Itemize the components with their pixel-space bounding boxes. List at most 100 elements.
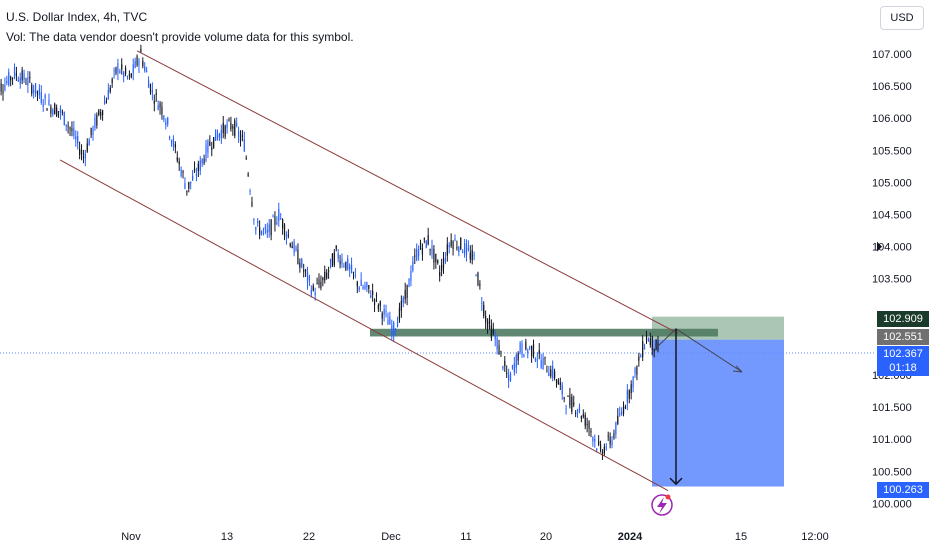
candle-body [320, 281, 322, 289]
candle-body [490, 325, 492, 338]
candle-body [293, 241, 295, 254]
candle-body [387, 320, 389, 325]
candle-body [571, 396, 573, 412]
channel [59, 50, 679, 491]
candle-body [146, 70, 148, 72]
candle-body [113, 70, 115, 72]
candle-body [521, 343, 523, 355]
candle-body [21, 70, 23, 81]
candle-body [452, 241, 454, 250]
candle-body [46, 108, 48, 111]
candle-body [161, 107, 163, 115]
candle-body [643, 347, 646, 349]
x-tick-label: 12:00 [801, 531, 829, 543]
candle-body [385, 310, 387, 312]
candle-body [61, 111, 63, 113]
candle-body [40, 92, 42, 103]
candle-body [391, 325, 393, 335]
candle-body [169, 136, 171, 138]
currency-button[interactable]: USD [880, 6, 924, 30]
candle-body [190, 181, 192, 184]
candle-body [11, 77, 14, 79]
candle-body [584, 415, 586, 426]
candle-body [42, 104, 44, 107]
candle-body [140, 48, 142, 53]
candle-body [345, 261, 347, 270]
candle-body [463, 243, 466, 254]
x-tick-label: 22 [303, 531, 315, 543]
candle-body [523, 354, 525, 358]
candle-body [622, 406, 625, 414]
candle-body [509, 373, 512, 382]
resistance-zone [370, 328, 718, 337]
candle-body [207, 140, 209, 153]
candle-body [259, 227, 261, 236]
candle-body [437, 260, 439, 263]
candle-body [638, 356, 640, 361]
candle-body [502, 366, 504, 369]
candle-body [354, 275, 356, 277]
candle-body [410, 271, 412, 281]
candle-body [274, 216, 276, 225]
candle-body [429, 248, 431, 251]
candle-body [360, 279, 362, 286]
candle-body [322, 277, 324, 281]
candle-body [278, 208, 280, 221]
candle-body [552, 365, 554, 378]
candle-body [153, 101, 155, 104]
candle-body [479, 284, 481, 286]
candle-body [504, 360, 506, 367]
candle-body [213, 137, 215, 148]
candle-body [329, 258, 332, 263]
candle-body [324, 271, 326, 281]
candle-body [228, 119, 230, 121]
candle-body [408, 278, 410, 288]
candle-body [82, 156, 85, 158]
candle-body [402, 297, 404, 303]
y-tick-label: 100.000 [872, 498, 912, 510]
candle-body [433, 248, 435, 263]
symbol-title: U.S. Dollar Index, 4h, TVC [6, 10, 148, 24]
candle-body [272, 216, 274, 218]
candle-body [234, 120, 236, 136]
candle-body [257, 221, 259, 223]
candle-body [101, 110, 104, 116]
candle-body [96, 115, 98, 126]
candle-body [54, 103, 56, 115]
candle-body [71, 128, 73, 132]
candle-body [326, 272, 328, 279]
candle-body [195, 174, 198, 176]
candle-body [19, 77, 21, 84]
candle-body [370, 295, 372, 298]
candle-body [241, 135, 244, 137]
candle-body [375, 295, 378, 297]
candle-body [201, 158, 203, 164]
candle-body [492, 329, 494, 334]
candle-body [297, 249, 299, 264]
candle-body [243, 139, 245, 152]
candle-body [124, 67, 127, 74]
candle-body [350, 264, 353, 273]
candle-body [542, 357, 544, 369]
candle-body [419, 242, 422, 250]
candle-body [636, 366, 638, 375]
candle-body [544, 356, 546, 359]
candle-body [343, 265, 345, 267]
candle-body [485, 315, 487, 323]
candle-body [216, 134, 219, 140]
candle-body [23, 73, 25, 80]
candle-body [366, 282, 368, 288]
entry-price-tag: 102.551 [877, 329, 929, 345]
candle-body [268, 224, 270, 233]
candle-body [603, 446, 605, 454]
candle-body [506, 372, 508, 374]
candle-body [519, 342, 521, 353]
candle-body [178, 161, 180, 165]
channel-lower-line [59, 159, 669, 491]
candle-body [295, 247, 297, 251]
candle-body [115, 67, 117, 74]
candle-body [165, 122, 167, 126]
x-tick-label: 15 [735, 531, 747, 543]
candle-body [454, 238, 456, 241]
